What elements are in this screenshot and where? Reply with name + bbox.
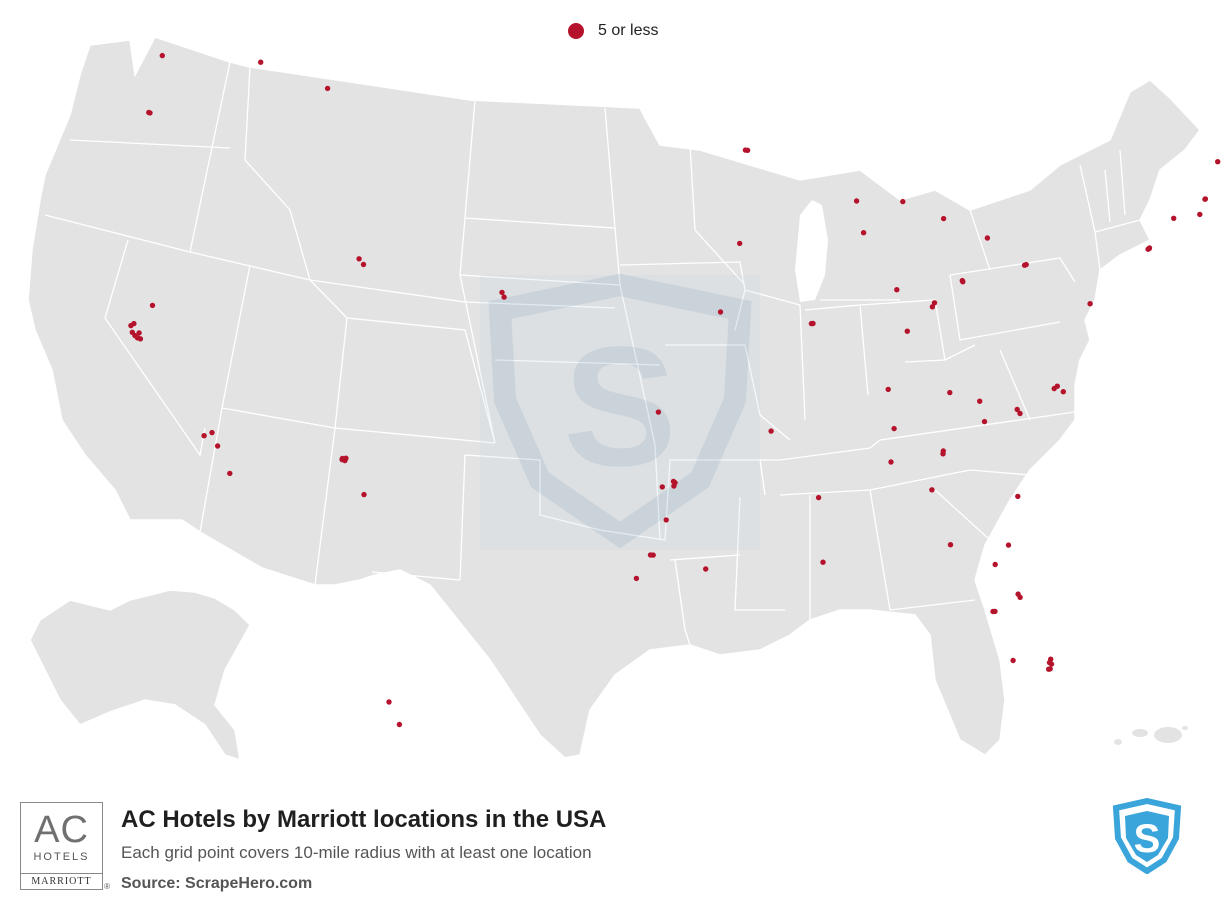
location-marker xyxy=(633,575,640,582)
location-marker xyxy=(147,110,153,116)
location-marker xyxy=(900,198,906,205)
source-credit: Source: ScrapeHero.com xyxy=(121,875,313,892)
location-marker xyxy=(214,443,221,449)
location-marker xyxy=(947,389,953,396)
location-marker xyxy=(672,480,678,486)
usa-map: S xyxy=(27,36,1221,762)
logo-divider xyxy=(21,873,102,874)
svg-text:S: S xyxy=(1134,817,1161,861)
location-marker xyxy=(663,517,669,523)
page-title: AC Hotels by Marriott locations in the U… xyxy=(121,806,607,833)
location-marker xyxy=(768,428,774,434)
footer: AC HOTELS MARRIOTT ® AC Hotels by Marrio… xyxy=(0,790,1224,902)
location-marker xyxy=(1087,301,1093,307)
location-marker xyxy=(1051,385,1057,392)
location-marker xyxy=(940,448,946,454)
location-marker xyxy=(1017,594,1023,600)
location-marker xyxy=(209,429,215,436)
location-marker xyxy=(1046,666,1052,672)
legend-label: 5 or less xyxy=(598,22,659,39)
location-marker xyxy=(149,302,156,309)
location-marker xyxy=(655,409,662,415)
location-marker xyxy=(647,552,654,558)
location-marker xyxy=(947,542,954,548)
location-marker xyxy=(891,425,897,432)
logo-marriott-text: MARRIOTT xyxy=(31,876,92,887)
location-marker xyxy=(1023,261,1029,268)
location-marker xyxy=(984,235,991,241)
location-marker xyxy=(136,330,142,336)
location-markers xyxy=(128,52,1221,728)
location-marker xyxy=(396,721,403,728)
location-marker xyxy=(815,494,822,501)
location-marker xyxy=(1046,659,1053,666)
location-marker xyxy=(499,289,505,296)
page-subtitle: Each grid point covers 10-mile radius wi… xyxy=(121,843,592,862)
location-marker xyxy=(931,300,938,306)
location-marker xyxy=(744,147,751,153)
location-marker xyxy=(990,608,996,615)
logo-ac-text: AC xyxy=(34,809,89,851)
alaska-land xyxy=(29,589,251,762)
location-marker xyxy=(808,320,815,327)
location-marker xyxy=(737,240,743,247)
location-marker xyxy=(361,491,367,498)
scrapehero-watermark: S xyxy=(480,273,760,550)
location-marker xyxy=(1202,196,1208,202)
ac-hotels-logo: AC HOTELS MARRIOTT ® xyxy=(20,802,110,891)
location-marker xyxy=(201,433,207,439)
location-marker xyxy=(703,566,709,572)
location-marker xyxy=(853,198,860,204)
location-marker xyxy=(820,559,826,565)
lake-michigan xyxy=(795,200,828,302)
location-marker xyxy=(343,455,349,461)
location-marker xyxy=(134,335,141,341)
location-marker xyxy=(159,52,165,59)
svg-text:S: S xyxy=(563,312,676,502)
location-marker xyxy=(860,230,867,236)
location-marker xyxy=(894,287,900,293)
contiguous-us-land xyxy=(27,36,1201,759)
location-marker xyxy=(1145,246,1151,252)
location-marker xyxy=(885,386,891,393)
location-marker xyxy=(1010,657,1016,664)
location-marker xyxy=(1005,542,1012,548)
location-marker xyxy=(981,418,988,425)
location-marker xyxy=(128,322,134,329)
location-marker xyxy=(940,215,947,222)
location-marker xyxy=(1171,215,1177,221)
location-marker xyxy=(977,398,983,404)
location-marker xyxy=(929,487,935,493)
location-marker xyxy=(1017,410,1023,417)
logo-hotels-text: HOTELS xyxy=(33,851,90,863)
location-marker xyxy=(1014,406,1020,413)
location-marker xyxy=(324,85,331,92)
location-marker xyxy=(904,328,910,334)
location-marker xyxy=(386,699,392,705)
location-marker xyxy=(929,304,936,310)
location-marker xyxy=(992,561,998,568)
location-marker xyxy=(1215,159,1221,165)
location-marker xyxy=(1060,389,1067,395)
logo-registered-mark: ® xyxy=(104,882,110,891)
location-marker xyxy=(888,459,894,465)
location-marker xyxy=(1197,211,1203,218)
location-marker xyxy=(356,256,362,262)
location-marker xyxy=(501,294,507,300)
location-marker xyxy=(659,484,665,490)
scrapehero-logo-icon: S xyxy=(1112,798,1182,874)
location-marker xyxy=(258,59,264,65)
location-marker xyxy=(360,261,367,268)
location-marker xyxy=(959,277,965,284)
location-marker xyxy=(717,309,724,315)
location-marker xyxy=(227,470,233,477)
legend-marker-icon xyxy=(568,23,584,39)
state-borders xyxy=(44,61,1141,646)
hawaii-land xyxy=(1114,726,1188,745)
location-marker xyxy=(1015,493,1021,500)
legend: 5 or less xyxy=(568,22,658,40)
